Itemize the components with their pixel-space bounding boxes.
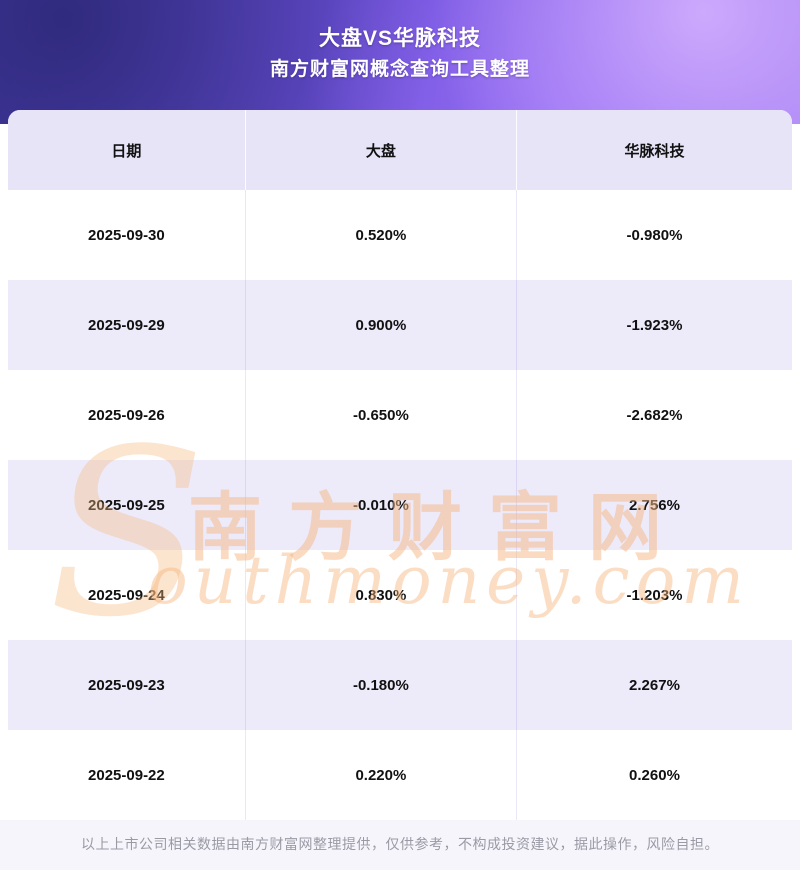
page-title: 大盘VS华脉科技 (318, 27, 481, 50)
date-cell: 2025-09-24 (88, 586, 165, 604)
stock-value-cell: -1.923% (516, 280, 792, 370)
market-value-cell: 0.900% (244, 280, 516, 370)
stock-value-cell: 2.267% (516, 640, 792, 730)
table-row: 2025-09-25 -0.010% 2.756% (8, 460, 792, 550)
date-cell: 2025-09-22 (88, 766, 165, 784)
table-row: 2025-09-29 0.900% -1.923% (8, 280, 792, 370)
table-row: 2025-09-24 0.830% -1.203% (8, 550, 792, 640)
banner: 大盘VS华脉科技 南方财富网概念查询工具整理 (0, 0, 800, 124)
column-header-date: 日期 (111, 142, 142, 160)
market-value-cell: -0.010% (244, 460, 516, 550)
banner-titles: 大盘VS华脉科技 南方财富网概念查询工具整理 (0, 0, 800, 108)
market-value-cell: -0.180% (244, 640, 516, 730)
market-value-cell: -0.650% (244, 370, 516, 460)
table-row: 2025-09-22 0.220% 0.260% (8, 730, 792, 820)
date-cell: 2025-09-30 (88, 226, 165, 244)
stock-value-cell: 0.260% (516, 730, 792, 820)
date-cell: 2025-09-29 (88, 316, 165, 334)
market-value-cell: 0.220% (244, 730, 516, 820)
comparison-table: 日期 大盘 华脉科技 2025-09-30 0.520% -0.980% 202… (8, 110, 792, 820)
date-cell: 2025-09-23 (88, 676, 165, 694)
date-cell: 2025-09-26 (88, 406, 165, 424)
page-subtitle: 南方财富网概念查询工具整理 (269, 59, 530, 81)
table-row: 2025-09-30 0.520% -0.980% (8, 190, 792, 280)
market-value-cell: 0.830% (244, 550, 516, 640)
stock-value-cell: -0.980% (516, 190, 792, 280)
stock-value-cell: -1.203% (516, 550, 792, 640)
disclaimer-bar: 以上上市公司相关数据由南方财富网整理提供，仅供参考，不构成投资建议，据此操作，风… (0, 820, 800, 870)
disclaimer-text: 以上上市公司相关数据由南方财富网整理提供，仅供参考，不构成投资建议，据此操作，风… (81, 836, 719, 852)
table-row: 2025-09-26 -0.650% -2.682% (8, 370, 792, 460)
date-cell: 2025-09-25 (88, 496, 165, 514)
table-row: 2025-09-23 -0.180% 2.267% (8, 640, 792, 730)
column-header-market: 大盘 (244, 110, 516, 190)
market-value-cell: 0.520% (244, 190, 516, 280)
column-header-stock: 华脉科技 (516, 110, 792, 190)
table-header-row: 日期 大盘 华脉科技 (8, 110, 792, 190)
stock-value-cell: 2.756% (516, 460, 792, 550)
stock-value-cell: -2.682% (516, 370, 792, 460)
